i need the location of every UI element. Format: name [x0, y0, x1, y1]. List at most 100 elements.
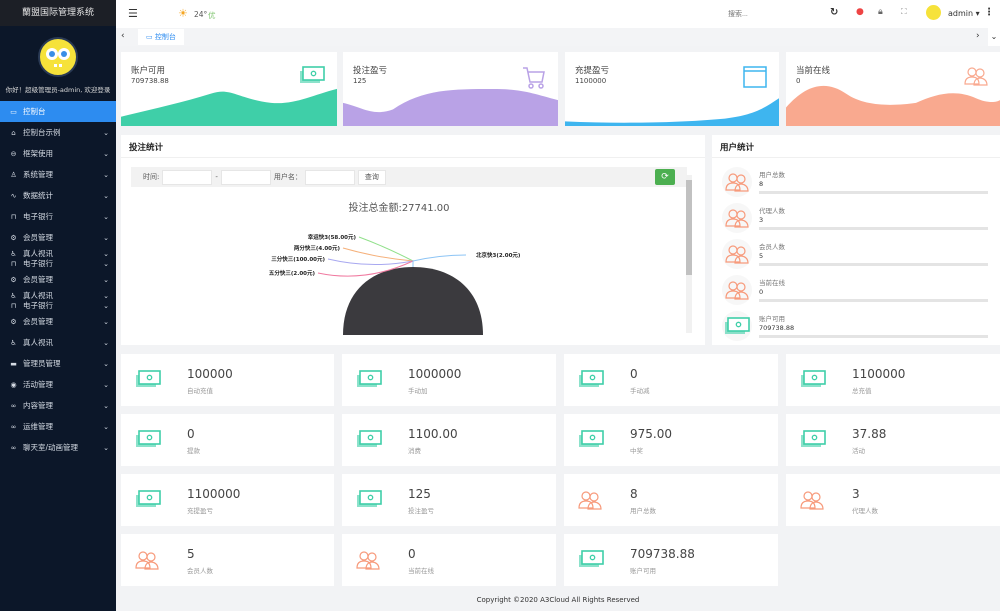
sidebar-item-label: 会员管理: [23, 317, 53, 326]
wave-chart: [786, 85, 1000, 126]
weather-temp: 24°: [194, 10, 208, 19]
wave-chart: [343, 89, 558, 126]
money-icon: [135, 430, 161, 450]
stat-label: 会员人数: [187, 567, 213, 575]
stat-label: 消费: [408, 447, 421, 455]
progress-bar: [759, 191, 988, 194]
stat-card: 1000000 手动加: [342, 354, 556, 406]
stat-label: 代理人数: [852, 507, 878, 515]
stat-value: 1100000: [852, 367, 906, 381]
person-icon: ♿︎: [10, 291, 17, 300]
fullscreen-icon[interactable]: ⛶: [901, 7, 907, 16]
sidebar-item-label: 会员管理: [23, 233, 53, 242]
stat-value: 0: [759, 288, 764, 296]
stat-card: 0 提款: [121, 414, 334, 466]
sidebar-item[interactable]: ▭ 控制台: [0, 101, 116, 122]
home-icon: ⌂: [11, 128, 16, 137]
stat-value: 3: [759, 216, 764, 224]
chevron-down-icon: ⌄: [103, 380, 109, 389]
sidebar-item[interactable]: ⚙ 会员管理 ⌄: [0, 269, 116, 290]
wave-chart: [121, 88, 337, 126]
more-icon[interactable]: ⋮: [984, 7, 994, 18]
sidebar-item[interactable]: ∿ 数据统计 ⌄: [0, 185, 116, 206]
stat-card: 709738.88 账户可用: [564, 534, 778, 586]
sidebar-item-label: 电子银行: [23, 212, 53, 221]
menu-toggle-icon[interactable]: ☰: [128, 7, 138, 20]
link-icon: ∞: [10, 401, 17, 410]
card-title: 充提盈亏: [575, 66, 610, 76]
stat-value: 0: [408, 547, 416, 561]
stat-card: 8 用户总数: [564, 474, 778, 526]
sidebar-item[interactable]: ▬ 管理员管理 ⌄: [0, 353, 116, 374]
refresh-icon[interactable]: ↻: [830, 7, 839, 18]
stat-label: 充提盈亏: [187, 507, 213, 515]
sidebar-item[interactable]: ⊓ 电子银行 ⌄: [0, 206, 116, 227]
chevron-down-icon: ⌄: [103, 170, 109, 179]
users-icon: [722, 275, 752, 305]
monitor-icon: ▭: [146, 33, 153, 41]
user-menu[interactable]: admin ▾: [948, 9, 980, 18]
footer: Copyright ©2020 A3Cloud All Rights Reser…: [116, 590, 1000, 611]
sidebar-item-label: 框架使用: [23, 149, 53, 158]
sidebar-item[interactable]: ∞ 聊天室/动画管理 ⌄: [0, 437, 116, 458]
money-icon: [299, 66, 325, 86]
sidebar-item[interactable]: ⚙ 会员管理 ⌄: [0, 227, 116, 248]
pie-slice-label: 三分快三(100.00元): [271, 255, 325, 263]
bell-icon[interactable]: ●: [856, 7, 864, 17]
tab-dashboard[interactable]: ▭ 控制台: [138, 29, 184, 45]
list-icon: ▬: [10, 359, 17, 368]
wave-chart: [565, 98, 779, 126]
chevron-down-icon: ⌄: [103, 359, 109, 368]
chart-title: 投注总金额:27741.00: [348, 201, 449, 214]
tab-next-icon[interactable]: ›: [976, 31, 980, 41]
end-date-input[interactable]: [220, 169, 271, 185]
sidebar-item[interactable]: ∞ 内容管理 ⌄: [0, 395, 116, 416]
user-avatar[interactable]: [926, 5, 941, 20]
search-input[interactable]: [728, 7, 808, 21]
pie-slice-label: 北京快3(2.00元): [476, 251, 521, 259]
stat-value: 1000000: [408, 367, 462, 381]
sidebar-item[interactable]: ◉ 活动管理 ⌄: [0, 374, 116, 395]
sidebar-item[interactable]: ⚙ 会员管理 ⌄: [0, 311, 116, 332]
tab-prev-icon[interactable]: ‹: [121, 31, 125, 41]
refresh-button[interactable]: ⟳: [655, 169, 675, 185]
summary-card: 投注盈亏 125: [343, 52, 558, 126]
sidebar-item-label: 会员管理: [23, 275, 53, 284]
sidebar-item-label: 系统管理: [23, 170, 53, 179]
progress-bar: [759, 335, 988, 338]
stat-label: 代理人数: [759, 207, 785, 215]
lock-icon[interactable]: 🔒︎: [878, 7, 883, 17]
sidebar-item[interactable]: ♿︎ 真人视讯 ⌄ ⊓ 电子银行 ⌄: [0, 248, 116, 269]
sidebar-item[interactable]: ∞ 运维管理 ⌄: [0, 416, 116, 437]
user-icon: ♙: [10, 170, 17, 179]
stat-value: 709738.88: [759, 324, 795, 332]
username-input[interactable]: [304, 169, 355, 185]
cart-icon: [522, 66, 546, 92]
stat-card: 975.00 中奖: [564, 414, 778, 466]
money-icon: [135, 370, 161, 390]
sidebar-item[interactable]: ♿︎ 真人视讯 ⌄: [0, 332, 116, 353]
stat-value: 8: [759, 180, 764, 188]
sidebar-item[interactable]: ♙ 系统管理 ⌄: [0, 164, 116, 185]
stat-label: 自动充值: [187, 387, 213, 395]
weather-quality: 优: [208, 11, 216, 20]
stat-value: 3: [852, 487, 860, 501]
sidebar-item[interactable]: ♿︎ 真人视讯 ⌄ ⊓ 电子银行 ⌄: [0, 290, 116, 311]
chevron-down-icon: ⌄: [103, 212, 109, 221]
stat-card: 1100000 充提盈亏: [121, 474, 334, 526]
start-date-input[interactable]: [162, 169, 213, 185]
sidebar-item-label: 运维管理: [23, 422, 53, 431]
progress-bar: [759, 299, 988, 302]
bank-icon: ⊓: [10, 259, 17, 268]
money-icon: [356, 370, 382, 390]
time-label: 时间:: [143, 173, 160, 181]
chevron-down-icon: ⌄: [103, 338, 109, 347]
query-button[interactable]: 查询: [357, 169, 386, 185]
sidebar-item[interactable]: ⊖ 框架使用 ⌄: [0, 143, 116, 164]
tab-dropdown-icon[interactable]: ⌄: [988, 28, 1000, 46]
stat-label: 中奖: [630, 447, 643, 455]
scrollbar[interactable]: [686, 175, 692, 333]
person-icon: ♿︎: [10, 249, 17, 258]
stat-value: 5: [759, 252, 764, 260]
sidebar-item[interactable]: ⌂ 控制台示例 ⌄: [0, 122, 116, 143]
